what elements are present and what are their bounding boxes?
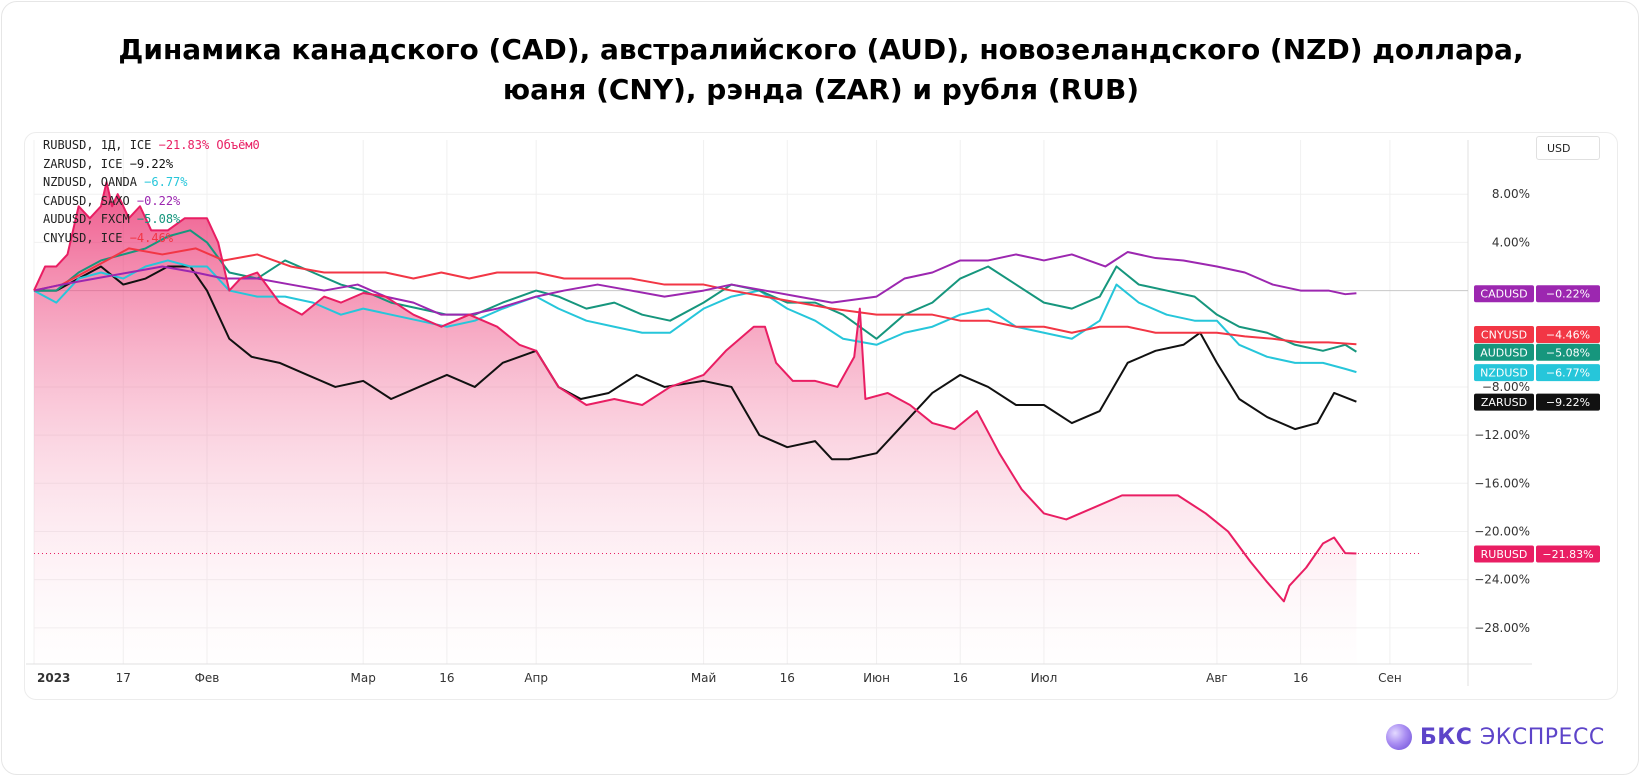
price-label-name: CADUSD: [1480, 288, 1527, 301]
y-tick-label: −16.00%: [1474, 476, 1530, 490]
y-tick-label: 4.00%: [1492, 235, 1530, 249]
brand-bold: БКС: [1420, 724, 1473, 750]
price-label-name-bg: [1474, 285, 1534, 303]
chart-title-line-1: Динамика канадского (CAD), австралийског…: [118, 33, 1524, 66]
price-label-name: NZDUSD: [1480, 367, 1528, 380]
price-label-name-bg: [1474, 364, 1534, 382]
price-label-value: −9.22%: [1546, 396, 1590, 409]
price-label-name: CNYUSD: [1481, 328, 1527, 341]
y-tick-label: −12.00%: [1474, 428, 1530, 442]
price-label-value: −21.83%: [1542, 548, 1593, 561]
price-label-value-bg: [1536, 364, 1600, 382]
x-tick-label: 17: [116, 671, 131, 685]
legend-row[interactable]: AUDUSD, FXCM −5.08%: [43, 210, 260, 229]
nzdusd-line: [33, 259, 1357, 374]
y-tick-label: −20.00%: [1474, 524, 1530, 538]
legend-series-name: CNYUSD, ICE: [43, 230, 130, 245]
x-tick-label: Апр: [524, 671, 548, 685]
brand-logo: БКС ЭКСПРЕСС: [1386, 724, 1605, 750]
legend-series-value: −21.83%: [158, 138, 210, 152]
x-tick-label: Мар: [351, 671, 376, 685]
price-label-name: ZARUSD: [1481, 396, 1527, 409]
legend-row[interactable]: CADUSD, SAXO −0.22%: [43, 192, 260, 211]
price-label-name-bg: [1474, 343, 1534, 361]
rubusd-line: [33, 181, 1357, 603]
price-label-value-bg: [1536, 325, 1600, 343]
y-tick-label: −8.00%: [1482, 380, 1530, 394]
price-label-name-bg: [1474, 545, 1534, 563]
legend-series-name: CADUSD, SAXO: [43, 193, 137, 208]
y-tick-label: 8.00%: [1492, 187, 1530, 201]
x-tick-label: Май: [691, 671, 717, 685]
price-label-value-bg: [1536, 393, 1600, 411]
x-tick-label: 16: [1293, 671, 1308, 685]
price-label-name: AUDUSD: [1480, 346, 1528, 359]
x-tick-label: 16: [780, 671, 795, 685]
legend-series-name: RUBUSD, 1Д, ICE: [43, 138, 159, 152]
legend-series-value: −0.22%: [136, 193, 181, 208]
legend-volume: Объём0: [209, 138, 260, 152]
legend-series-value: −6.77%: [144, 175, 188, 189]
brand-logo-icon: [1386, 724, 1412, 750]
legend-series-value: −4.46%: [129, 230, 174, 245]
legend-series-name: NZDUSD, OANDA: [43, 175, 145, 189]
legend-row[interactable]: NZDUSD, OANDA −6.77%: [43, 173, 260, 192]
series-legend: RUBUSD, 1Д, ICE −21.83% Объём0 ZARUSD, IC…: [43, 136, 260, 247]
x-tick-label: Июл: [1031, 671, 1058, 685]
price-label-value-bg: [1536, 285, 1600, 303]
y-tick-label: −24.00%: [1474, 573, 1530, 587]
price-label-value: −0.22%: [1546, 288, 1590, 301]
x-tick-label: Июн: [863, 671, 890, 685]
price-label-value: −6.77%: [1546, 367, 1590, 380]
legend-row[interactable]: ZARUSD, ICE −9.22%: [43, 155, 260, 174]
currency-button[interactable]: USD: [1536, 136, 1600, 160]
price-label-name-bg: [1474, 325, 1534, 343]
x-tick-label: Фев: [195, 671, 220, 685]
price-label-name: RUBUSD: [1481, 548, 1528, 561]
price-label-name-bg: [1474, 393, 1534, 411]
chart-title: Динамика канадского (CAD), австралийског…: [0, 30, 1642, 110]
x-tick-label: Сен: [1378, 671, 1402, 685]
legend-series-value: −9.22%: [129, 156, 174, 171]
chart-panel: [24, 132, 1618, 700]
legend-row[interactable]: RUBUSD, 1Д, ICE −21.83% Объём0: [43, 136, 260, 155]
cadusd-line: [33, 251, 1357, 316]
price-label-value-bg: [1536, 343, 1600, 361]
x-tick-label: 2023: [37, 671, 70, 685]
x-tick-label: 16: [439, 671, 454, 685]
chart-title-line-2: юаня (CNY), рэнда (ZAR) и рубля (RUB): [502, 73, 1140, 106]
price-label-value: −5.08%: [1546, 346, 1590, 359]
legend-series-name: AUDUSD, FXCM: [43, 212, 137, 226]
rubusd-area-fill: [34, 182, 1357, 664]
y-tick-label: −28.00%: [1474, 621, 1530, 635]
legend-series-name: ZARUSD, ICE: [43, 156, 130, 171]
x-tick-label: Авг: [1206, 671, 1228, 685]
zarusd-line: [34, 265, 1357, 461]
price-label-value-bg: [1536, 545, 1600, 563]
legend-row[interactable]: CNYUSD, ICE −4.46%: [43, 229, 260, 248]
legend-series-value: −5.08%: [136, 212, 181, 226]
brand-rest: ЭКСПРЕСС: [1472, 724, 1605, 750]
price-label-value: −4.46%: [1546, 328, 1590, 341]
x-tick-label: 16: [953, 671, 968, 685]
